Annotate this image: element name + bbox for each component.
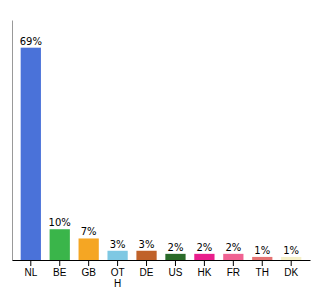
bars [21,48,302,260]
x-tick: US [169,260,183,278]
data-label: 2% [225,242,241,253]
data-label: 10% [49,217,71,228]
bar [165,254,185,260]
x-tick-label: US [169,267,183,278]
bar [79,238,99,260]
x-tick-label: GB [81,267,96,278]
x-tick-label-line: FR [227,267,240,278]
x-tick-label-line: OT [111,267,125,278]
bar [252,257,272,260]
x-tick: GB [81,260,96,278]
bar [136,251,156,260]
y-axis [12,21,13,261]
bar [21,48,41,260]
bar [50,229,70,260]
x-tick-label-line: US [169,267,183,278]
x-tick-label-line: H [114,278,121,289]
data-label: 1% [283,245,299,256]
data-label: 69% [20,36,42,47]
x-tick-label: TH [256,267,269,278]
data-label: 7% [81,226,97,237]
x-tick-mark [59,260,60,266]
data-label: 3% [139,239,155,250]
x-tick-label-line: TH [256,267,269,278]
x-tick-label: HK [197,267,211,278]
x-tick-label-line: DK [284,267,298,278]
data-label: 3% [110,239,126,250]
x-tick: DK [284,260,298,278]
bar [281,257,301,260]
x-tick-label: FR [227,267,240,278]
x-tick: BE [53,260,67,278]
x-tick: FR [227,260,240,278]
x-tick-label-line: GB [81,267,96,278]
data-label: 2% [196,242,212,253]
x-tick-label-line: HK [197,267,211,278]
plot-area: NL BE GB OTH DE US HK FR TH DK 69% 10% 7% 3% 3% 2% 2% 2% 1… [13,21,311,290]
bar [107,251,127,260]
x-tick: DE [140,260,154,278]
x-tick: OTH [111,260,125,289]
y-axis-line [12,21,13,261]
x-tick-mark [88,260,89,266]
x-tick-label: OTH [111,267,125,289]
data-labels: 69% 10% 7% 3% 3% 2% 2% 2% 1% 1% [20,36,299,256]
x-axis-line [13,260,311,261]
x-tick-mark [117,260,118,266]
x-tick-label-line: NL [24,267,37,278]
x-tick-mark [204,260,205,266]
x-tick-mark [233,260,234,266]
x-axis: NL BE GB OTH DE US HK FR TH DK [13,260,311,289]
x-tick-mark [262,260,263,266]
x-tick-label: NL [24,267,37,278]
data-label: 1% [254,245,270,256]
x-tick-label: DK [284,267,298,278]
x-tick: HK [197,260,211,278]
x-tick-mark [175,260,176,266]
chart: NL BE GB OTH DE US HK FR TH DK 69% 10% 7% 3% 3% 2% 2% 2% 1… [0,0,320,300]
bar [194,254,214,260]
x-tick: NL [24,260,37,278]
x-tick-label-line: DE [140,267,154,278]
data-label: 2% [168,242,184,253]
x-tick-label: DE [140,267,154,278]
x-tick: TH [256,260,269,278]
bar [223,254,243,260]
x-tick-label: BE [53,267,67,278]
x-tick-mark [291,260,292,266]
x-tick-mark [30,260,31,266]
x-tick-mark [146,260,147,266]
x-tick-label-line: BE [53,267,67,278]
